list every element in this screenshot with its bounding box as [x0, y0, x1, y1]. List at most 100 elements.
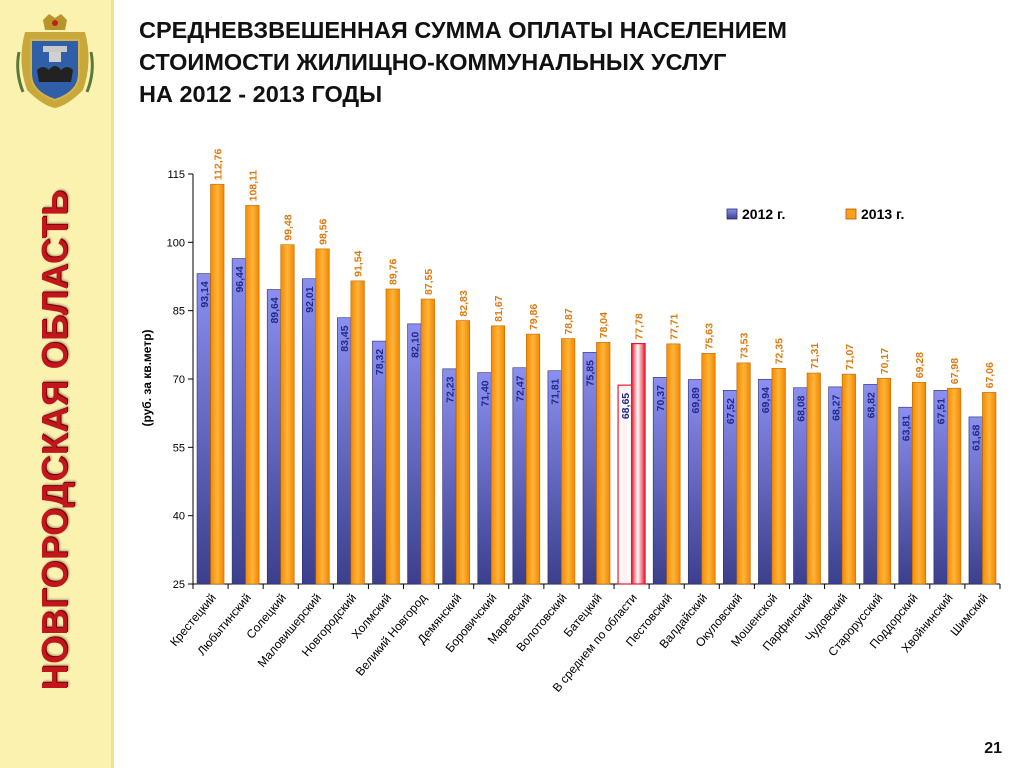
y-axis-label: (руб. за кв.метр) [140, 329, 154, 426]
bar-2013 [876, 377, 891, 585]
value-label-2013: 78,87 [563, 308, 575, 334]
bar-2013 [455, 320, 470, 585]
sidebar-divider [111, 0, 114, 768]
value-label-2013: 82,83 [458, 290, 470, 316]
bar-2013 [350, 280, 365, 585]
value-label-2013: 72,35 [774, 338, 786, 364]
value-label-2012: 71,40 [479, 380, 491, 406]
legend-swatch-2013 [845, 208, 857, 220]
bar-2012 [407, 323, 422, 585]
y-tick-label: 55 [173, 442, 185, 454]
y-tick-label: 85 [173, 306, 185, 318]
value-label-2013: 77,71 [668, 313, 680, 339]
bar-2013 [911, 381, 927, 585]
bar-2013 [385, 288, 400, 585]
value-label-2013: 71,07 [844, 344, 856, 370]
bar-2013 [315, 248, 330, 585]
value-label-2013: 87,55 [423, 269, 435, 295]
chart-bars [196, 183, 997, 585]
title-line-1: СРЕДНЕВЗВЕШЕННАЯ СУММА ОПЛАТЫ НАСЕЛЕНИЕМ [139, 17, 787, 43]
chart-category-labels: КрестецкийЛюбытинскийСолецкийМаловишерск… [167, 591, 991, 695]
value-label-2012: 67,52 [725, 398, 737, 424]
value-label-2013: 67,06 [984, 362, 996, 388]
value-label-2013: 71,31 [809, 343, 821, 369]
value-label-2012: 63,81 [901, 415, 913, 441]
value-label-2012: 89,64 [269, 297, 281, 323]
value-label-2013: 108,11 [247, 170, 259, 202]
coat-of-arms-icon [16, 14, 94, 108]
bar-2012 [266, 289, 282, 585]
bar-2013 [736, 362, 751, 585]
category-label: Маловишерский [255, 591, 324, 670]
value-label-2013: 69,28 [914, 352, 926, 378]
value-label-2012: 83,45 [339, 325, 351, 351]
value-label-2012: 69,94 [760, 387, 772, 413]
bar-2013 [526, 333, 541, 585]
value-label-2012: 72,47 [515, 375, 527, 401]
bar-2013 [666, 343, 681, 585]
value-label-2012: 72,23 [444, 376, 456, 402]
bar-2013 [841, 373, 856, 585]
legend-swatch-2012 [726, 208, 738, 220]
title-line-2: СТОИМОСТИ ЖИЛИЩНО-КОММУНАЛЬНЫХ УСЛУГ [139, 49, 727, 75]
value-label-2013: 98,56 [318, 218, 330, 244]
bar-2013 [420, 298, 435, 585]
bar-2013 [630, 342, 646, 585]
bar-2013 [806, 372, 821, 585]
bar-2013 [771, 367, 786, 585]
sidebar-panel [0, 0, 111, 768]
value-label-2012: 71,81 [550, 378, 562, 404]
value-label-2012: 93,14 [199, 281, 211, 307]
value-label-2012: 70,37 [655, 385, 667, 411]
legend-label-2012: 2012 г. [742, 206, 785, 222]
category-label: Шимский [947, 591, 990, 639]
value-label-2013: 70,17 [879, 348, 891, 374]
value-label-2013: 91,54 [353, 250, 365, 276]
bar-2013 [596, 342, 611, 585]
bar-2012 [337, 317, 352, 585]
value-label-2012: 96,44 [234, 266, 246, 292]
y-tick-label: 40 [173, 511, 185, 523]
bar-2013 [245, 205, 260, 585]
value-label-2013: 77,78 [633, 313, 645, 339]
bar-2013 [701, 353, 716, 585]
value-label-2013: 79,86 [528, 304, 540, 330]
value-label-2012: 75,85 [585, 360, 597, 386]
value-label-2013: 67,98 [949, 358, 961, 384]
page-title: СРЕДНЕВЗВЕШЕННАЯ СУММА ОПЛАТЫ НАСЕЛЕНИЕМ… [139, 14, 999, 110]
value-label-2012: 68,65 [620, 393, 632, 419]
bar-2013 [947, 387, 962, 585]
value-label-2012: 68,82 [865, 392, 877, 418]
y-tick-label: 115 [167, 169, 185, 181]
value-label-2012: 67,51 [936, 398, 948, 424]
bar-2012 [302, 278, 317, 585]
bar-2013 [982, 392, 997, 585]
y-tick-label: 70 [173, 374, 185, 386]
title-line-3: НА 2012 - 2013 ГОДЫ [139, 81, 383, 107]
y-tick-label: 25 [173, 579, 185, 591]
bar-2013 [210, 183, 225, 585]
value-label-2012: 78,32 [374, 349, 386, 375]
legend-label-2013: 2013 г. [861, 206, 904, 222]
value-label-2013: 89,76 [388, 259, 400, 285]
value-label-2013: 75,63 [704, 323, 716, 349]
value-label-2012: 61,68 [971, 424, 983, 450]
bar-2013 [280, 244, 295, 585]
bar-2012 [372, 340, 387, 585]
bar-2012 [196, 273, 211, 585]
value-label-2012: 69,89 [690, 387, 702, 413]
bar-2013 [490, 325, 506, 585]
value-label-2013: 112,76 [212, 149, 224, 181]
value-label-2012: 82,10 [409, 331, 421, 357]
value-label-2013: 73,53 [739, 332, 751, 358]
value-label-2013: 78,04 [598, 312, 610, 338]
bar-2013 [561, 338, 576, 585]
value-label-2012: 92,01 [304, 286, 316, 312]
value-label-2013: 99,48 [282, 214, 294, 240]
chart-value-labels: 93,14 112,76 96,44 108,11 89,64 99,48 92,01 98,… [199, 149, 996, 451]
value-label-2012: 68,27 [830, 394, 842, 420]
bar-2012 [231, 258, 246, 585]
page-number: 21 [984, 740, 1002, 757]
chart-legend: 2012 г. 2013 г. [726, 206, 904, 222]
